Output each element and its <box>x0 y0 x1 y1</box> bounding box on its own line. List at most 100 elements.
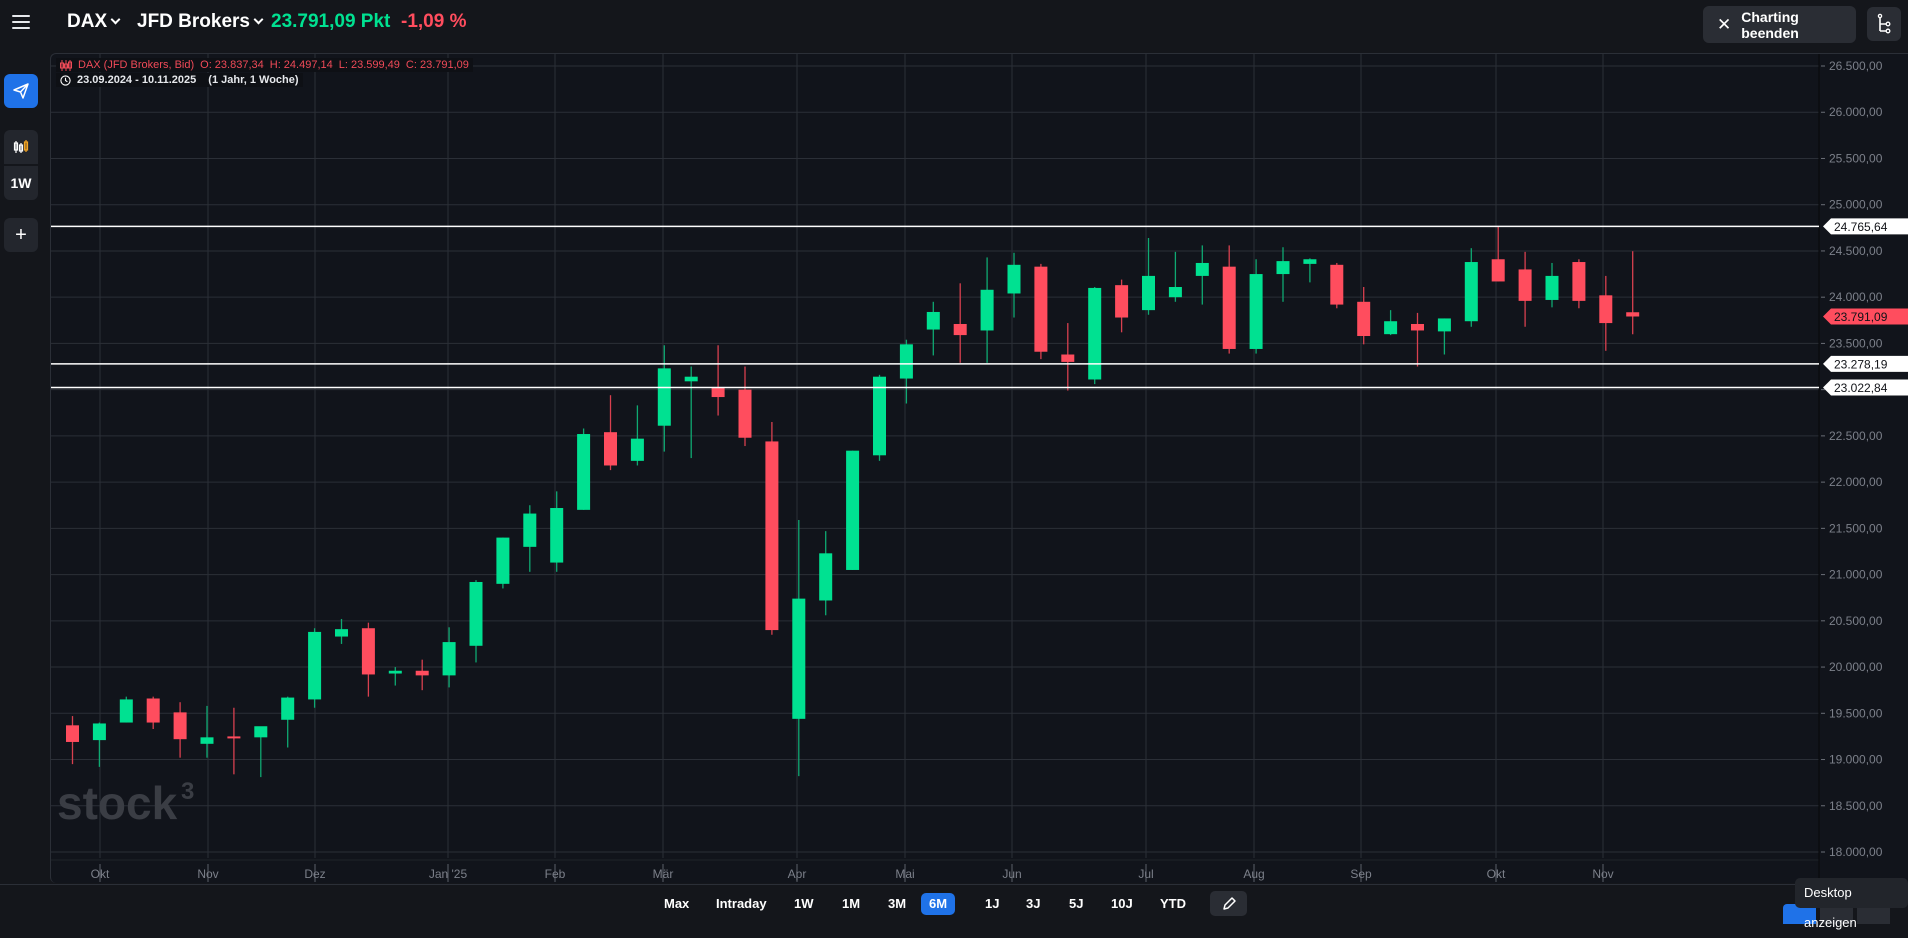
candle[interactable] <box>899 339 913 404</box>
candle[interactable] <box>1195 245 1209 305</box>
candle[interactable] <box>926 301 940 356</box>
candle[interactable] <box>684 366 698 459</box>
candle[interactable] <box>1061 323 1075 391</box>
candle[interactable] <box>1384 310 1398 336</box>
y-axis-label: 19.000,00 <box>1829 753 1883 767</box>
draw-button[interactable] <box>1210 891 1247 916</box>
symbol-selector[interactable]: DAX <box>67 11 121 33</box>
last-price-tag[interactable]: 23.791,09 <box>1823 308 1908 325</box>
add-indicator-button[interactable]: + <box>4 218 38 252</box>
range-button-1j[interactable]: 1J <box>985 896 1000 911</box>
candle[interactable] <box>604 395 617 471</box>
candle[interactable] <box>550 491 564 572</box>
candle[interactable] <box>873 374 886 461</box>
candle[interactable] <box>1142 237 1155 315</box>
candle[interactable] <box>1357 287 1371 345</box>
end-charting-label: Charting beenden <box>1741 8 1799 41</box>
tree-view-button[interactable] <box>1867 7 1901 41</box>
range-button-max[interactable]: Max <box>664 896 690 911</box>
candle[interactable] <box>66 716 79 765</box>
candle[interactable] <box>792 520 806 777</box>
taskbar-button[interactable] <box>1820 904 1853 924</box>
end-charting-button[interactable]: ✕ Charting beenden <box>1703 6 1856 43</box>
candle[interactable] <box>980 257 994 363</box>
candle[interactable] <box>1249 259 1263 354</box>
candle[interactable] <box>146 696 160 730</box>
candle[interactable] <box>92 722 106 767</box>
candle[interactable] <box>1088 287 1102 385</box>
candle[interactable] <box>200 705 214 758</box>
x-axis-label: Feb <box>545 867 566 881</box>
candle[interactable] <box>738 366 752 447</box>
candle[interactable] <box>415 659 429 691</box>
taskbar-button[interactable] <box>1857 904 1890 924</box>
svg-text:23.791,09: 23.791,09 <box>1834 310 1888 324</box>
candle[interactable] <box>1303 258 1317 283</box>
taskbar-button[interactable] <box>1783 904 1816 924</box>
top-bar: DAX JFD Brokers 23.791,09 Pkt -1,09 % ✕ C… <box>0 0 1908 46</box>
candle[interactable] <box>1168 251 1182 302</box>
candle[interactable] <box>1034 263 1048 360</box>
chart-area[interactable]: 26.500,00 26.000,00 25.500,00 25.000,00 24.5… <box>50 53 1908 883</box>
level-price-tag[interactable]: 24.765,64 <box>1823 218 1908 235</box>
candle[interactable] <box>765 422 779 635</box>
candle[interactable] <box>630 405 644 466</box>
candlestick-chart[interactable]: 26.500,00 26.000,00 25.500,00 25.000,00 24.5… <box>51 54 1908 883</box>
x-axis-label: Aug <box>1243 867 1264 881</box>
candle[interactable] <box>657 345 671 452</box>
candle[interactable] <box>1007 252 1021 318</box>
ohlc-line: DAX (JFD Brokers, Bid) O: 23.837,34 H: 2… <box>56 58 473 72</box>
range-button-intraday[interactable]: Intraday <box>716 896 767 911</box>
range-button-5j[interactable]: 5J <box>1069 896 1084 911</box>
y-axis-label: 25.000,00 <box>1829 198 1883 212</box>
range-button-ytd[interactable]: YTD <box>1160 896 1186 911</box>
candle[interactable] <box>1276 247 1290 302</box>
candle[interactable] <box>173 702 187 758</box>
candle[interactable] <box>281 696 295 748</box>
chart-type-button[interactable] <box>4 130 38 164</box>
candle[interactable] <box>469 580 483 663</box>
period-line: 23.09.2024 - 10.11.2025 (1 Jahr, 1 Woche… <box>56 73 303 87</box>
candle[interactable] <box>308 628 322 708</box>
level-price-tag[interactable]: 23.022,84 <box>1823 379 1908 396</box>
candle[interactable] <box>953 283 967 363</box>
candle[interactable] <box>1572 259 1586 309</box>
range-button-6m[interactable]: 6M <box>921 893 956 915</box>
candle[interactable] <box>577 428 591 510</box>
broker-selector[interactable]: JFD Brokers <box>137 11 264 33</box>
candle[interactable] <box>1330 262 1344 309</box>
menu-icon[interactable] <box>12 15 30 29</box>
candle[interactable] <box>254 726 268 778</box>
y-axis-label: 26.500,00 <box>1829 59 1883 73</box>
candle[interactable] <box>335 618 348 644</box>
candle[interactable] <box>227 707 241 775</box>
candle[interactable] <box>496 537 510 589</box>
candle[interactable] <box>819 531 833 616</box>
candle[interactable] <box>1599 275 1613 351</box>
candle[interactable] <box>361 622 375 697</box>
candle[interactable] <box>711 345 725 416</box>
candle[interactable] <box>1491 225 1505 282</box>
range-button-1w[interactable]: 1W <box>794 896 814 911</box>
candle[interactable] <box>442 627 456 688</box>
range-button-10j[interactable]: 10J <box>1111 896 1133 911</box>
candle[interactable] <box>1411 312 1424 367</box>
level-price-tag[interactable]: 23.278,19 <box>1823 355 1908 372</box>
candle[interactable] <box>1222 245 1236 354</box>
interval-button[interactable]: 1W <box>4 166 38 200</box>
candle[interactable] <box>1626 251 1640 335</box>
candle[interactable] <box>1115 279 1129 333</box>
candle[interactable] <box>119 696 133 723</box>
send-button[interactable] <box>4 74 38 108</box>
candle[interactable] <box>1518 251 1532 327</box>
candle[interactable] <box>1545 262 1559 308</box>
candle[interactable] <box>846 450 860 570</box>
candle[interactable] <box>1464 248 1478 327</box>
candle[interactable] <box>523 505 537 572</box>
chart-info-box: DAX (JFD Brokers, Bid) O: 23.837,34 H: 2… <box>56 58 473 87</box>
candle[interactable] <box>1437 318 1451 355</box>
range-button-3j[interactable]: 3J <box>1026 896 1041 911</box>
range-button-3m[interactable]: 3M <box>888 896 907 911</box>
range-button-1m[interactable]: 1M <box>842 896 861 911</box>
candle[interactable] <box>388 667 402 686</box>
